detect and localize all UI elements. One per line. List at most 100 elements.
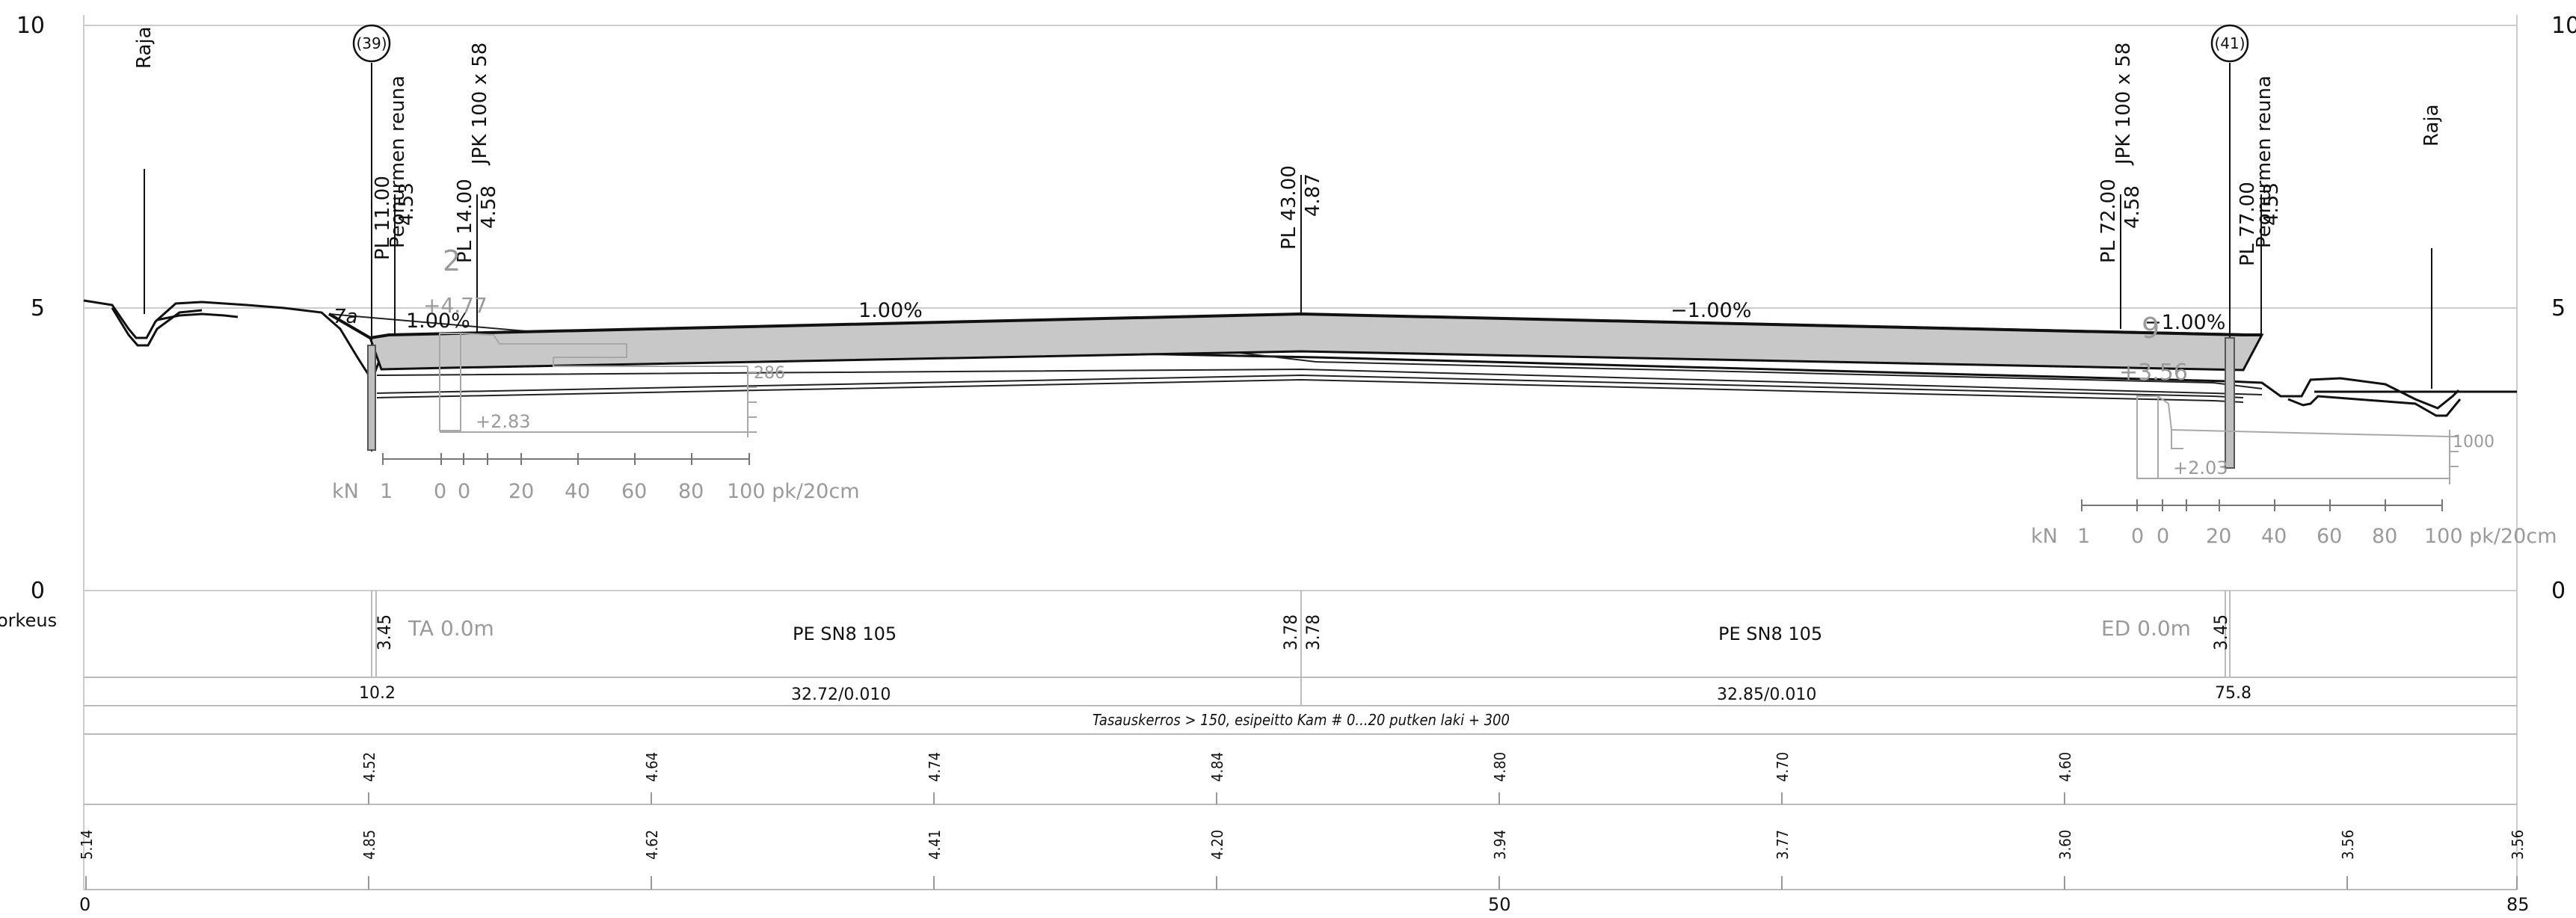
pavement-surface — [328, 312, 2262, 340]
marker-7a: 7a — [333, 306, 357, 328]
scale-right-60: 60 — [2317, 525, 2342, 548]
ground-height-value: 3.94 — [1491, 830, 1509, 860]
scale-left-40: 40 — [565, 480, 590, 503]
station-pl43-height: 4.87 — [1302, 173, 1324, 217]
table-row-note: Tasauskerros > 150, esipeitto Kam # 0...… — [1092, 711, 1510, 729]
scale-right-100: 100 pk/20cm — [2424, 525, 2557, 548]
ground-height-value: 3.60 — [2056, 830, 2074, 860]
geo-right-plus356: +3.56 — [2119, 360, 2188, 386]
ground-height-value: 4.85 — [360, 830, 378, 860]
row2-len2: 32.85/0.010 — [1717, 686, 1816, 704]
station-pl43: PL 43.00 — [1278, 165, 1300, 250]
pipe-left-label: JPK 100 x 58 — [469, 43, 491, 166]
bottom-axis-85: 85 — [2506, 894, 2530, 915]
bottom-axis: 0 50 85 — [79, 894, 2530, 915]
edge-right-label: Peonurmen reuna — [2253, 76, 2275, 248]
right-axis-label-0: 0 — [2551, 578, 2566, 604]
well-41-label: (41) — [2214, 34, 2245, 52]
scale-left-20: 20 — [508, 480, 534, 503]
ground-height-value: 4.62 — [643, 830, 661, 860]
design-height-value: 4.84 — [1208, 752, 1226, 782]
design-height-value: 4.80 — [1491, 752, 1509, 782]
scale-right-1: 1 — [2077, 525, 2090, 548]
well-41-marker: (41) — [2210, 24, 2249, 63]
bottom-axis-0: 0 — [79, 894, 90, 915]
row1-pipe2: PE SN8 105 — [1718, 623, 1822, 644]
scale-left-60: 60 — [621, 480, 647, 503]
bottom-axis-50: 50 — [1488, 894, 1511, 915]
scale-left-0b: 0 — [458, 480, 470, 503]
well-41-post — [2225, 337, 2235, 469]
station-pl14: PL 14.00 — [454, 179, 476, 263]
station-pl72-height: 4.58 — [2121, 185, 2144, 229]
slope-a: 1.00% — [406, 309, 470, 333]
slope-b: 1.00% — [858, 299, 923, 322]
ground-height-value: 3.56 — [2509, 830, 2527, 860]
scale-left-1: 1 — [380, 480, 393, 503]
left-axis-label-10: 10 — [16, 13, 45, 39]
ground-height-value: 3.56 — [2339, 830, 2357, 860]
table-row-pipes: 3.45 TA 0.0m PE SN8 105 3.78 3.78 PE SN8… — [374, 614, 2231, 650]
row-label-fragment: orkeus — [0, 610, 57, 631]
design-height-value: 4.52 — [360, 752, 378, 782]
geo-right-plus203: +2.03 — [2173, 458, 2228, 478]
right-axis-label-5: 5 — [2551, 295, 2566, 321]
station-pl11-height: 4.53 — [396, 182, 418, 226]
left-axis: 10 5 0 — [16, 13, 45, 604]
row2-v758: 75.8 — [2215, 684, 2251, 703]
station-pl72: PL 72.00 — [2097, 179, 2120, 263]
scale-right-20: 20 — [2206, 525, 2231, 548]
geo-right-v1000: 1000 — [2453, 433, 2494, 452]
ground-height-value: 4.20 — [1208, 830, 1226, 860]
station-pl14-height: 4.58 — [478, 185, 500, 229]
data-table — [84, 591, 2517, 890]
right-axis-label-10: 10 — [2551, 13, 2576, 39]
vertical-labels: Raja Raja Peonurmen reuna Peonurmen reun… — [133, 26, 2443, 266]
scale-left-100: 100 pk/20cm — [727, 480, 860, 503]
row1-v345b: 3.45 — [2210, 614, 2231, 650]
raja-right-label: Raja — [2420, 104, 2443, 147]
geotech-right: 9 +3.56 +2.03 1000 kN — [2031, 312, 2557, 548]
scale-right-0b: 0 — [2157, 525, 2169, 548]
station-pl11: PL 11.00 — [372, 176, 394, 260]
well-39-marker: (39) — [352, 24, 391, 63]
row1-v378b: 3.78 — [1303, 614, 1324, 650]
scale-left-kn: kN — [332, 480, 359, 503]
scale-left-0a: 0 — [434, 480, 446, 503]
elevation-grid — [83, 15, 2518, 890]
row1-pipe1: PE SN8 105 — [793, 623, 897, 644]
scale-left-80: 80 — [678, 480, 704, 503]
scale-right-0a: 0 — [2131, 525, 2144, 548]
ground-height-value: 5.14 — [78, 830, 96, 860]
table-row-ground-heights: 5.14 4.85 4.62 4.41 4.20 3.94 3.77 3.60 3.56 3.56 — [78, 830, 2527, 890]
well-39-label: (39) — [356, 34, 387, 52]
row2-len1: 32.72/0.010 — [791, 686, 891, 704]
design-height-value: 4.64 — [643, 752, 661, 782]
well-39-post — [367, 345, 376, 451]
geo-right-n9: 9 — [2142, 312, 2160, 345]
scale-right-80: 80 — [2372, 525, 2397, 548]
geo-left-n2: 2 — [443, 244, 461, 277]
row1-ta: TA 0.0m — [408, 616, 494, 641]
slope-c: −1.00% — [1670, 299, 1751, 322]
edge-left-label: Peonurmen reuna — [387, 76, 409, 248]
ground-height-value: 4.41 — [926, 830, 944, 860]
table-row-design-heights: 4.52 4.64 4.74 4.84 4.80 4.70 4.60 — [360, 752, 2074, 804]
row1-ed: ED 0.0m — [2101, 616, 2191, 641]
geo-left-plus477: +4.77 — [423, 293, 488, 318]
station-pl77: PL 77.00 — [2237, 182, 2259, 266]
design-height-value: 4.70 — [1774, 752, 1792, 782]
left-axis-label-0: 0 — [31, 578, 45, 604]
raja-left-label: Raja — [133, 26, 156, 69]
geo-left-v286: 286 — [754, 364, 785, 383]
row1-v378a: 3.78 — [1280, 614, 1301, 650]
row2-v102: 10.2 — [359, 684, 396, 703]
scale-right-kn: kN — [2031, 525, 2058, 548]
ground-height-value: 3.77 — [1774, 830, 1792, 860]
pipe-right-label: JPK 100 x 58 — [2112, 43, 2135, 166]
geo-left-plus283: +2.83 — [476, 411, 531, 432]
scale-right-40: 40 — [2261, 525, 2287, 548]
design-height-value: 4.74 — [926, 752, 944, 782]
slope-d: −1.00% — [2145, 311, 2225, 334]
